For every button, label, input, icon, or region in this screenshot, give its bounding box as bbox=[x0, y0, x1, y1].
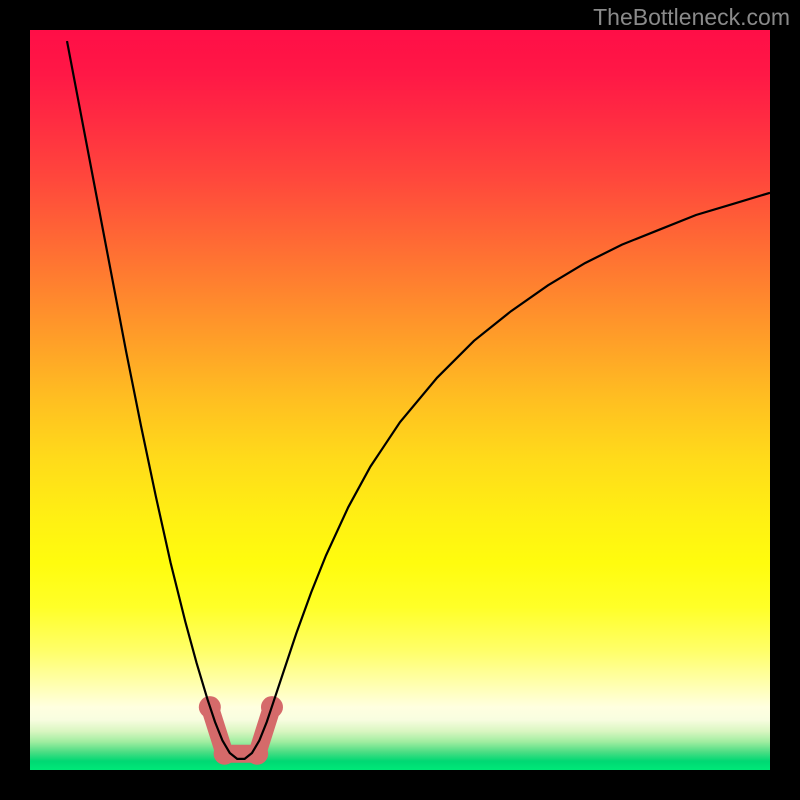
gradient-background bbox=[30, 30, 770, 770]
plot-area bbox=[30, 30, 770, 770]
watermark-text: TheBottleneck.com bbox=[593, 4, 790, 31]
bottleneck-curve-chart bbox=[30, 30, 770, 770]
chart-container: TheBottleneck.com bbox=[0, 0, 800, 800]
